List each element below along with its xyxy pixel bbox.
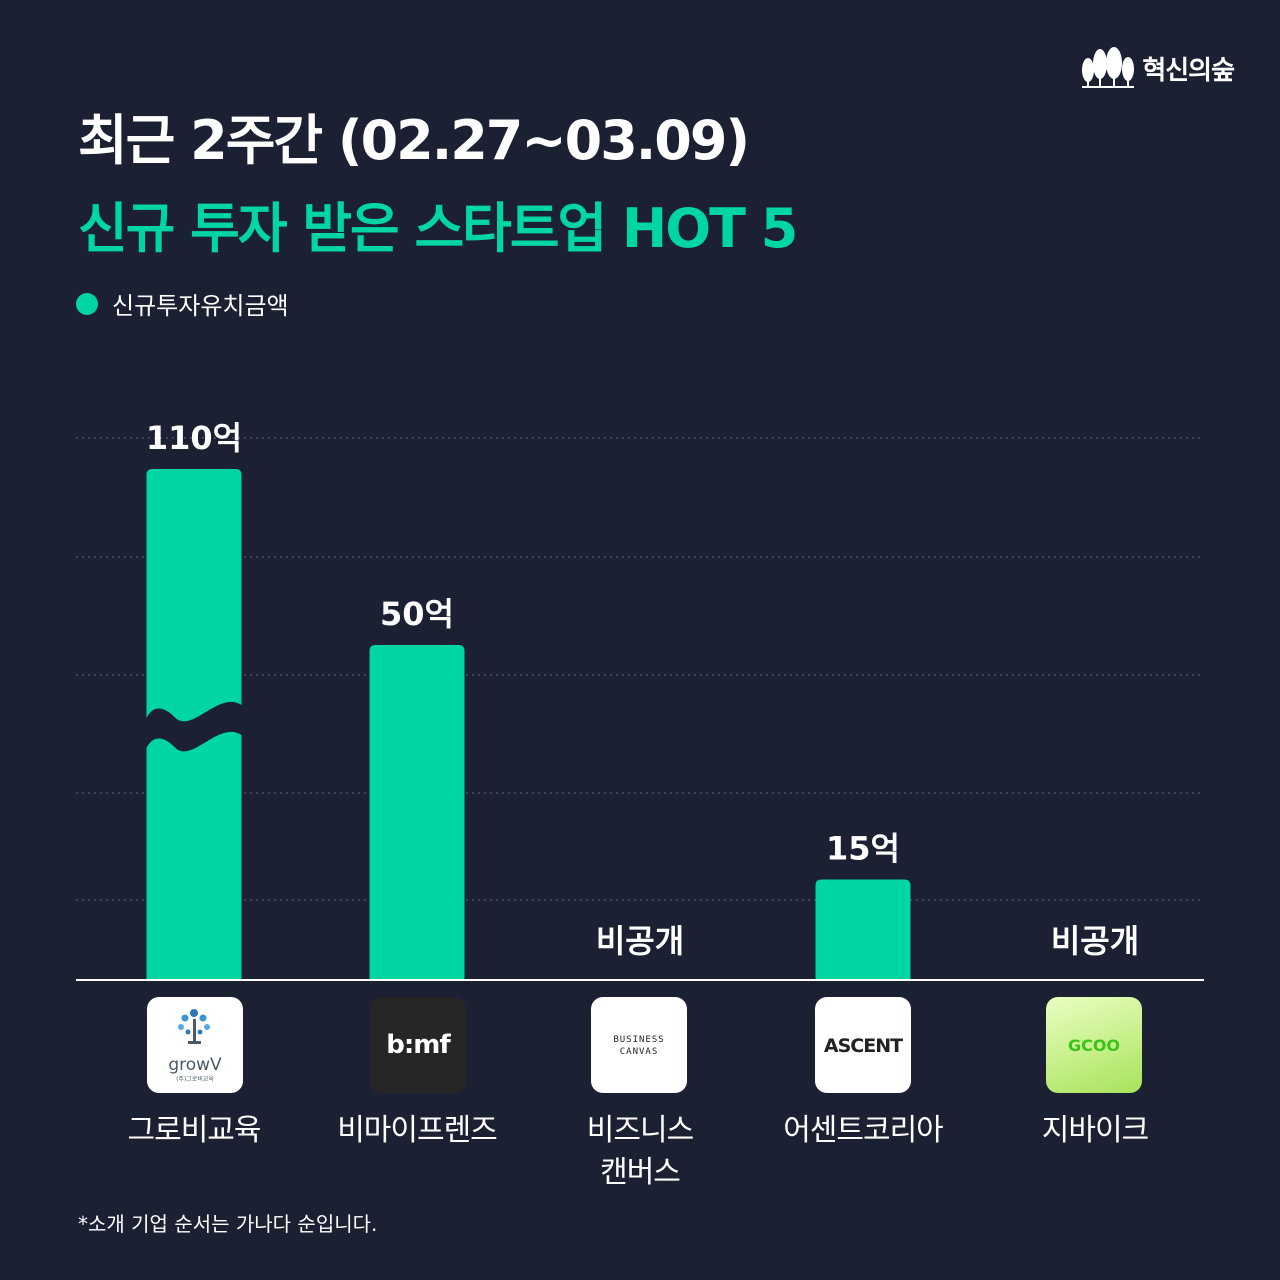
tree-icon [178,1009,210,1044]
ascent-logo-text: ASCENT [824,1035,903,1057]
logo-bmf: b:mf [370,997,466,1093]
value-label: 비공개 [596,922,684,960]
logo-business-canvas: BUSINESS CANVAS [591,997,687,1093]
legend-label: 신규투자유치금액 [112,292,289,320]
gcoo-logo-text: GCOO [1068,1036,1120,1055]
company-name-3: 비즈니스 캔버스 [530,1110,750,1194]
page-subtitle: 신규 투자 받은 스타트업 HOT 5 [78,197,798,260]
brand-name: 혁신의숲 [1142,55,1235,86]
value-label: 비공개 [1051,922,1139,960]
business-canvas-logo-line1: BUSINESS [613,1035,664,1045]
bar [369,645,465,980]
bar-lower-segment [146,731,242,980]
bars [146,469,911,980]
bar-upper-segment [146,469,242,722]
company-name-line: 지바이크 [1041,1113,1149,1148]
company-name-line: 비마이프렌즈 [337,1113,498,1148]
company-name-5: 지바이크 [985,1110,1205,1152]
legend-swatch [76,292,98,315]
value-label: 50억 [380,595,454,633]
business-canvas-logo-line2: CANVAS [620,1047,659,1057]
company-name-2: 비마이프렌즈 [307,1110,527,1152]
chart-legend: 신규투자유치금액 [76,286,289,321]
logo-gcoo: GCOO [1046,997,1142,1093]
company-name-line-2: 캔버스 [600,1155,681,1190]
logo-ascent: ASCENT [815,997,911,1093]
company-name-line: 어센트코리아 [783,1113,944,1148]
growv-logo-subtext: (주)그로비교육 [176,1075,214,1083]
value-label: 15억 [826,830,900,868]
footnote: *소개 기업 순서는 가나다 순입니다. [78,1212,378,1236]
grid-lines [76,437,1204,901]
bmf-logo-text: b:mf [386,1030,451,1060]
growv-logo-text: growV [168,1055,222,1075]
company-name-1: 그로비교육 [84,1110,304,1152]
company-name-line: 그로비교육 [127,1113,262,1148]
bar [815,879,911,980]
brand-logo: 혁신의숲 [1080,46,1235,90]
company-name-line: 비즈니스 [586,1113,694,1148]
page-title: 최근 2주간 (02.27~03.09) [78,109,750,172]
logo-growv: growV (주)그로비교육 [147,997,243,1093]
forest-trees-icon [1082,47,1135,88]
company-name-4: 어센트코리아 [753,1110,973,1152]
value-label: 110억 [146,419,242,457]
